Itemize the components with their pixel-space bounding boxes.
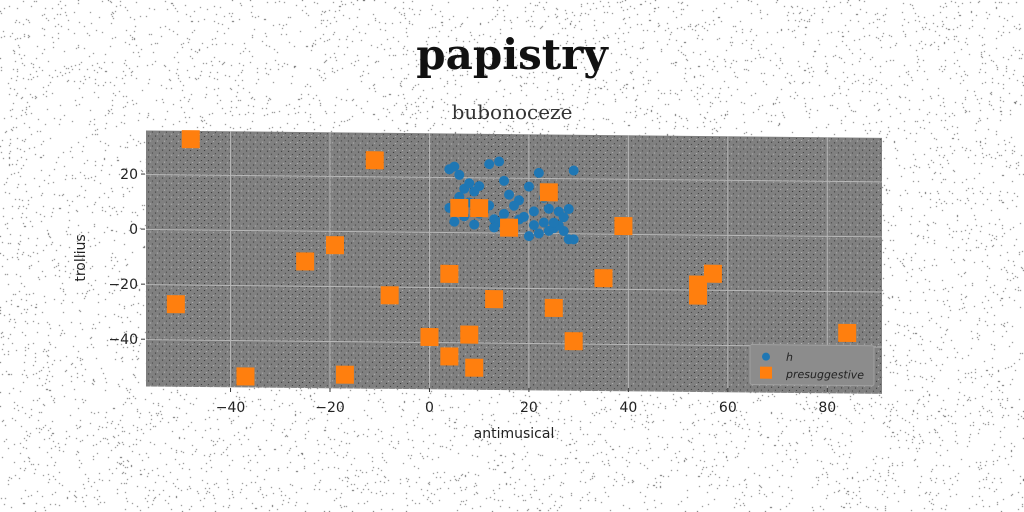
scatter-point-h <box>563 204 574 215</box>
scatter-point-h <box>469 186 480 197</box>
scatter-point-presuggestive <box>296 252 315 271</box>
scatter-point-presuggestive <box>470 199 489 218</box>
scatter-point-presuggestive <box>838 323 857 343</box>
y-tick-label: −40 <box>108 332 138 348</box>
x-tick-label: 60 <box>719 400 737 416</box>
scatter-point-presuggestive <box>325 236 344 255</box>
scatter-point-presuggestive <box>544 298 563 318</box>
chart-subtitle: bubonoceze <box>451 100 573 124</box>
scatter-point-h <box>543 225 554 236</box>
scatter-point-h <box>523 181 534 192</box>
y-tick-label: −20 <box>108 277 138 293</box>
y-tick-label: 0 <box>129 222 138 238</box>
scatter-point-presuggestive <box>335 365 354 384</box>
grid-line-y <box>146 174 882 183</box>
x-tick-label: −40 <box>216 400 246 416</box>
scatter-point-h <box>528 206 539 217</box>
scatter-point-presuggestive <box>485 290 504 309</box>
scatter-point-presuggestive <box>450 198 469 218</box>
scatter-point-h <box>494 156 505 167</box>
scatter-point-presuggestive <box>440 264 459 283</box>
scatter-point-presuggestive <box>703 264 722 283</box>
scatter-point-presuggestive <box>166 295 185 314</box>
scatter-point-h <box>484 159 495 170</box>
chart-title: papistry <box>416 30 608 79</box>
x-tick-label: −20 <box>315 400 345 416</box>
scatter-point-h <box>499 208 510 219</box>
legend: h presuggestive <box>749 344 875 387</box>
scatter-point-presuggestive <box>380 286 399 305</box>
scatter-point-presuggestive <box>420 327 439 347</box>
scatter-point-h <box>489 222 500 233</box>
legend-label-presuggestive: presuggestive <box>785 368 864 382</box>
grid-line-y <box>146 284 882 293</box>
y-axis-ticks: −40 −20 0 20 <box>108 167 145 348</box>
scatter-point-presuggestive <box>564 332 583 351</box>
scatter-point-presuggestive <box>539 183 558 202</box>
legend-box <box>749 344 875 387</box>
legend-marker-h <box>762 352 770 361</box>
scatter-point-h <box>568 165 579 176</box>
scatter-point-h <box>454 169 465 180</box>
scatter-point-h <box>533 228 544 239</box>
scatter-point-h <box>568 234 579 245</box>
scatter-point-h <box>523 231 534 242</box>
scatter-point-presuggestive <box>465 358 484 377</box>
scatter-point-presuggestive <box>236 367 255 386</box>
scatter-point-presuggestive <box>689 286 707 305</box>
y-axis-label: trollius <box>73 234 89 281</box>
x-axis-label: antimusical <box>474 426 555 442</box>
scatter-point-presuggestive <box>365 151 384 170</box>
scatter-point-h <box>449 216 460 227</box>
scatter-point-h <box>499 175 510 186</box>
scatter-point-h <box>528 220 539 231</box>
scatter-point-h <box>464 178 475 189</box>
y-tick-label: 20 <box>120 167 138 183</box>
scatter-point-h <box>558 212 569 223</box>
x-axis-ticks: −40 −20 0 20 40 60 80 <box>216 388 836 416</box>
scatter-point-h <box>509 200 519 211</box>
scatter-point-h <box>548 217 559 228</box>
x-tick-label: 20 <box>520 400 538 416</box>
legend-label-h: h <box>786 351 793 364</box>
x-tick-label: 80 <box>818 400 836 416</box>
scatter-point-h <box>538 217 549 228</box>
scatter-point-presuggestive <box>500 218 519 237</box>
data-points <box>166 130 857 386</box>
scatter-point-presuggestive <box>614 216 633 236</box>
scatter-point-presuggestive <box>181 130 200 149</box>
scatter-point-h <box>533 167 544 178</box>
x-tick-label: 0 <box>425 400 434 416</box>
scatter-point-presuggestive <box>594 269 613 288</box>
legend-marker-presuggestive <box>760 366 772 379</box>
scatter-point-h <box>543 203 554 214</box>
scatter-point-presuggestive <box>460 325 479 344</box>
scatter-point-h <box>469 219 480 230</box>
scatter-point-h <box>504 189 515 200</box>
x-tick-label: 40 <box>619 400 637 416</box>
scatter-point-h <box>449 161 460 172</box>
scatter-point-presuggestive <box>440 347 459 366</box>
